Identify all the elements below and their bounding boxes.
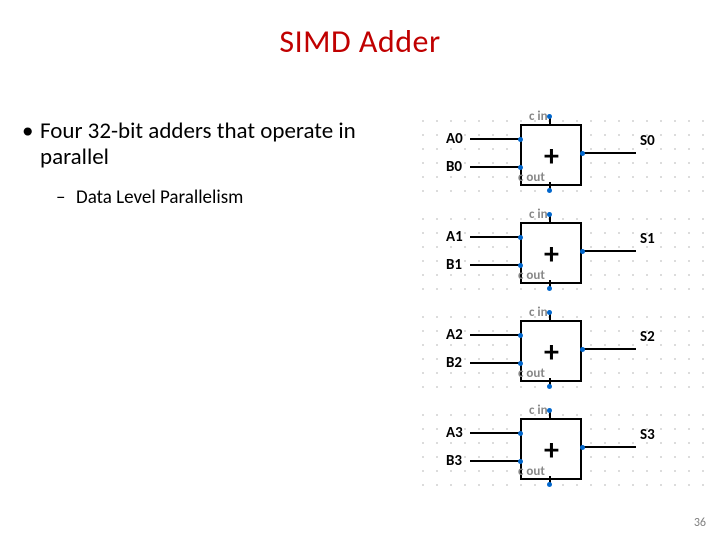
- pin: [547, 384, 552, 389]
- pin: [518, 165, 523, 170]
- wire: [470, 166, 520, 168]
- label-cout: c out: [518, 464, 545, 479]
- label-cout: c out: [518, 170, 545, 185]
- label-inA: A2: [446, 326, 463, 344]
- pin: [580, 347, 585, 352]
- wire: [580, 250, 636, 252]
- pin: [580, 249, 585, 254]
- label-cout: c out: [518, 366, 545, 381]
- pin: [518, 459, 523, 464]
- pin: [518, 137, 523, 142]
- label-cin: c in: [529, 403, 548, 418]
- label-inA: A0: [446, 130, 463, 148]
- pin: [547, 188, 552, 193]
- plus-icon: +: [544, 142, 559, 172]
- adder-0: + A0 B0 S0 c in c out: [410, 108, 710, 196]
- wire: [580, 446, 636, 448]
- pin: [547, 212, 552, 217]
- label-inB: B1: [446, 256, 462, 274]
- bullet-main: Four 32-bit adders that operate in paral…: [40, 118, 390, 171]
- label-cin: c in: [529, 305, 548, 320]
- pin: [547, 286, 552, 291]
- wire: [470, 334, 520, 336]
- plus-icon: +: [544, 436, 559, 466]
- wire: [470, 362, 520, 364]
- page-number: 36: [694, 516, 706, 530]
- wire: [470, 460, 520, 462]
- label-inB: B0: [446, 158, 462, 176]
- wire: [580, 152, 636, 154]
- label-out: S2: [640, 328, 655, 346]
- adder-2: + A2 B2 S2 c in c out: [410, 304, 710, 392]
- pin: [547, 310, 552, 315]
- pin: [518, 263, 523, 268]
- wire: [470, 264, 520, 266]
- pin: [547, 114, 552, 119]
- pin: [580, 445, 585, 450]
- label-cout: c out: [518, 268, 545, 283]
- label-out: S1: [640, 230, 655, 248]
- label-out: S0: [640, 132, 655, 150]
- wire: [470, 236, 520, 238]
- plus-icon: +: [544, 240, 559, 270]
- pin: [547, 482, 552, 487]
- wire: [470, 432, 520, 434]
- label-inA: A3: [446, 424, 463, 442]
- simd-adder-diagram: +A0B0S0c inc out+A1B1S1c inc out+A2B2S2c…: [410, 108, 710, 504]
- label-inB: B3: [446, 452, 462, 470]
- pin: [580, 151, 585, 156]
- pin: [518, 431, 523, 436]
- label-inA: A1: [446, 228, 463, 246]
- pin: [518, 333, 523, 338]
- pin: [547, 408, 552, 413]
- pin: [518, 361, 523, 366]
- plus-icon: +: [544, 338, 559, 368]
- pin: [518, 235, 523, 240]
- wire: [580, 348, 636, 350]
- label-cin: c in: [529, 207, 548, 222]
- label-out: S3: [640, 426, 655, 444]
- label-cin: c in: [529, 109, 548, 124]
- wire: [470, 138, 520, 140]
- slide-title: SIMD Adder: [0, 22, 720, 61]
- label-inB: B2: [446, 354, 462, 372]
- bullet-sub: Data Level Parallelism: [76, 186, 243, 209]
- adder-1: + A1 B1 S1 c in c out: [410, 206, 710, 294]
- adder-3: + A3 B3 S3 c in c out: [410, 402, 710, 490]
